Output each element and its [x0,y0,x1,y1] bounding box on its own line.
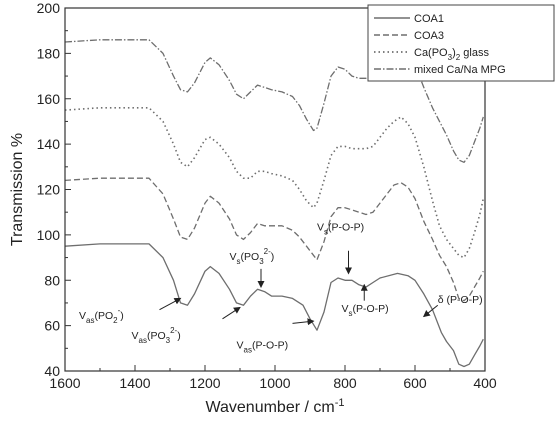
annotation-text-part: ) [177,330,181,342]
annotation-text-part: - [118,306,121,315]
plot-lines [64,39,485,368]
x-tick-label: 1600 [49,375,80,391]
y-tick-label: 40 [44,363,60,379]
y-tick-label: 180 [37,45,61,61]
axes: 1600 1400 1200 1000 800 600 400 40 60 80 100 120 140… [37,0,497,391]
annotation-text-part: V [317,221,324,233]
legend-label-1: COA1 [414,13,444,25]
y-tick-label: 100 [37,227,61,243]
legend-text-part: Ca(PO [414,47,448,59]
y-tick-label: 140 [37,136,61,152]
x-tick-label: 800 [333,375,357,391]
annotation-label-6: Vs(P-O-P) [342,303,389,318]
x-tick-label: 1200 [189,375,220,391]
x-tick-label: 1000 [259,375,290,391]
y-tick-label: 60 [44,318,60,334]
annotation-text-part: (P-O-P) [353,303,389,315]
y-tick-label: 120 [37,182,61,198]
annotation-label-4: Vas(P-O-P) [237,339,289,354]
y-axis-title: Transmission % [9,133,26,246]
annotation-arrow-1 [159,297,182,311]
series-line-1 [64,243,484,368]
annotation-label-1: Vas(PO2-) [79,306,124,325]
x-tick-label: 1400 [119,375,150,391]
annotation-text-part: s [349,309,353,318]
annotation-text-part: ) [271,251,275,263]
legend-text-part: glass [460,47,489,59]
annotation-text-part: 2- [264,247,271,256]
annotation-text-part: 3 [259,257,264,266]
y-tick-label: 160 [37,91,61,107]
annotation-text-part: (PO [94,310,113,322]
annotations: Vas(PO2-)Vas(PO32-)Vs(PO32-)Vas(P-O-P)Vs… [79,221,483,354]
annotation-label-7: δ (P-O-P) [438,294,483,306]
annotation-text-part: ) [120,310,124,322]
x-axis-title: Wavenumber / cm-1 [206,397,345,416]
annotation-text-part: as [139,336,147,345]
annotation-label-3: Vs(PO32-) [230,247,275,266]
annotation-text-part: 2 [113,316,118,325]
annotation-text-part: as [244,345,252,354]
y-tick-label: 80 [44,272,60,288]
series-line-3 [64,107,485,259]
series-line-2 [64,177,484,302]
annotation-text-part: s [237,257,241,266]
annotation-text-part: (PO [147,330,166,342]
annotation-text-part: 2- [170,326,177,335]
x-tick-label: 400 [473,375,497,391]
legend-label-2: COA3 [414,30,444,42]
annotation-text-part: as [86,316,94,325]
annotation-arrow-4 [292,318,315,326]
annotation-text-part: V [237,339,244,351]
annotation-label-5: Vs(P-O-P) [317,221,364,236]
legend: COA1 COA3 Ca(PO3)2 glass mixed Ca/Na MPG [367,4,555,82]
annotation-arrow-2 [222,306,241,320]
annotation-arrow-7 [422,304,439,318]
annotation-text-part: V [230,251,237,263]
annotation-text-part: (P-O-P) [252,339,288,351]
legend-label-4: mixed Ca/Na MPG [414,64,506,76]
annotation-text-part: (P-O-P) [328,221,364,233]
series-line-4 [64,39,484,163]
legend-text-part: ) [452,47,456,59]
annotation-text-part: s [324,227,328,236]
annotation-label-2: Vas(PO32-) [132,326,181,345]
annotation-text-part: (PO [241,251,260,263]
legend-text-part: 2 [456,53,461,62]
y-tick-label: 200 [37,0,61,16]
x-tick-label: 600 [403,375,427,391]
legend-text-part: 3 [448,53,453,62]
legend-label-3: Ca(PO3)2 glass [414,47,489,62]
x-axis-title-superscript: -1 [335,397,345,409]
annotation-text-part: δ (P-O-P) [438,294,483,306]
annotation-text-part: V [132,330,139,342]
annotation-text-part: 3 [166,336,171,345]
annotation-text-part: V [342,303,349,315]
annotation-text-part: V [79,310,86,322]
